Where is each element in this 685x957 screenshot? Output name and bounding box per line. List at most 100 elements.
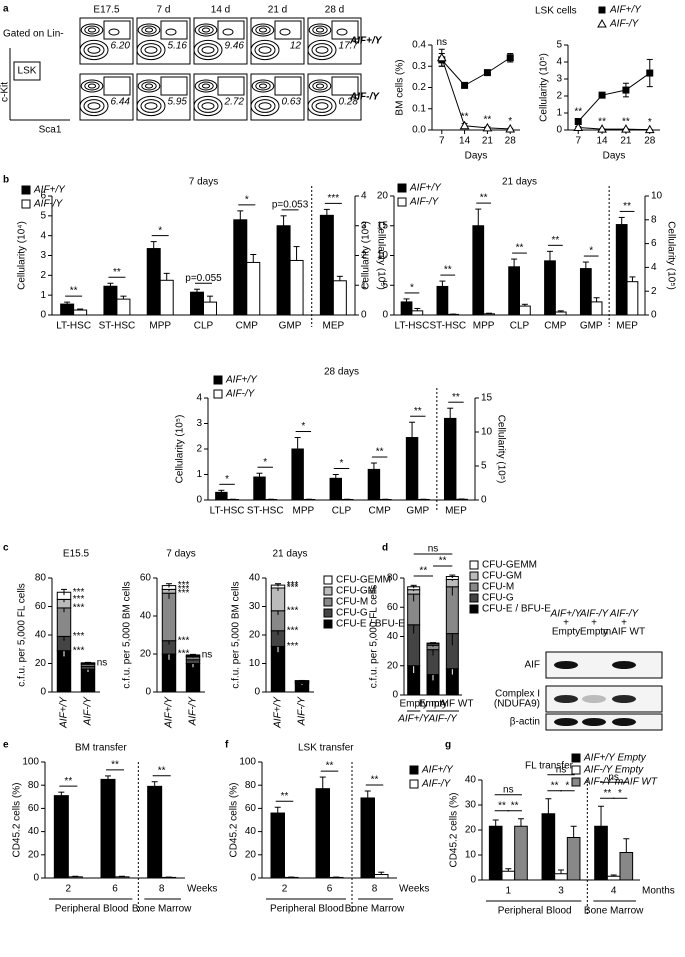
x-tick-label: 21: [482, 136, 494, 147]
contour: [258, 83, 268, 89]
bar: [400, 301, 413, 316]
annotation: ***: [178, 580, 190, 591]
gate-value: 12: [290, 41, 302, 52]
contour: [201, 102, 215, 110]
legend-swatch: [213, 375, 223, 385]
marker: [622, 86, 630, 94]
contour: [194, 23, 218, 37]
x-tick-label: 21: [620, 136, 632, 147]
legend-label: AIF+/Y: [409, 183, 442, 194]
y-axis-label: Cellularity (10⁵): [175, 415, 186, 484]
group-label: Bone Marrow: [584, 906, 644, 917]
annotation: p=0.053: [272, 199, 309, 210]
bar: [319, 214, 334, 316]
y-tick-label: 0: [470, 875, 476, 886]
y-tick-label: 0: [145, 687, 151, 698]
contour: [250, 39, 280, 61]
annotation: ns: [503, 784, 514, 795]
contour: [193, 39, 223, 61]
x-tick-label: 4: [611, 886, 617, 897]
gate: [217, 76, 245, 96]
contour: [254, 99, 276, 113]
annotation: ns: [97, 657, 108, 668]
annotation: **: [439, 556, 447, 567]
contour: [279, 28, 291, 36]
annotation: ***: [178, 588, 190, 599]
marker: [646, 69, 654, 77]
y-tick-label: 40: [140, 611, 152, 622]
x-tick-label: 28: [644, 136, 656, 147]
x-tick-label: CMP: [369, 506, 392, 517]
flow-ylabel: c-Kit: [0, 82, 11, 102]
x-tick-label: AIF-/Y: [188, 696, 199, 727]
x-tick-label: CLP: [332, 506, 352, 517]
annotation: **: [70, 286, 78, 297]
blot-join: +: [563, 618, 569, 629]
legend-swatch: [21, 199, 31, 209]
y-tick-label: 0.2: [412, 82, 426, 93]
annotation: ***: [178, 635, 190, 646]
bar: [291, 448, 304, 501]
gate-value: 6.44: [111, 97, 131, 108]
annotation: **: [623, 201, 631, 212]
gate: [274, 20, 302, 40]
annotation: ns: [436, 37, 447, 48]
contour: [83, 43, 105, 57]
x-unit: Weeks: [187, 884, 217, 895]
bar: [332, 280, 347, 316]
group-label: AIF-/Y: [427, 714, 458, 725]
legend-label: CFU-GM: [482, 571, 522, 582]
flow-xlabel: Sca1: [39, 125, 62, 136]
bar: [367, 468, 381, 501]
contour: [193, 95, 223, 117]
contour: [311, 43, 333, 57]
bar: [246, 261, 261, 316]
y-tick-label: 0: [40, 310, 46, 321]
y2-tick-label: 2: [361, 250, 367, 261]
contour: [312, 81, 328, 91]
blot-genotype: AIF+/Y: [550, 609, 583, 620]
y-tick-label: 60: [245, 803, 257, 814]
blot-band: [612, 695, 636, 703]
annotation: ***: [287, 641, 299, 652]
x-tick-label: 3: [558, 886, 564, 897]
legend-swatch: [409, 779, 419, 789]
legend-swatch: [323, 597, 333, 607]
bar: [146, 248, 161, 316]
annotation: **: [326, 761, 334, 772]
annotation: **: [64, 776, 72, 787]
annotation: **: [414, 406, 422, 417]
x-tick-label: 6: [112, 884, 118, 895]
panel-letter: b: [3, 175, 9, 186]
contour: [258, 27, 268, 33]
contour: [87, 102, 101, 110]
row-label: AIF+/Y: [349, 36, 383, 47]
bar: [519, 305, 531, 316]
contour: [80, 79, 104, 93]
x-tick-label: CMP: [544, 321, 567, 332]
marker: [598, 6, 606, 14]
y-tick-label: 0: [40, 687, 46, 698]
chart-title: 7 days: [189, 177, 218, 188]
bar: [626, 281, 639, 316]
bar: [315, 788, 330, 879]
x-tick-label: AIF-/Y: [83, 696, 94, 727]
bar-segment: [161, 592, 177, 642]
annotation: ns: [608, 772, 619, 783]
blot-vector: mAIF WT: [603, 627, 645, 638]
y-tick-label: 20: [245, 849, 257, 860]
legend-label: AIF+/Y: [609, 5, 642, 16]
contour: [201, 27, 211, 33]
y-tick-label: 20: [28, 849, 40, 860]
contour: [336, 28, 348, 36]
contour: [84, 81, 100, 91]
group-label: Peripheral Blood: [498, 906, 572, 917]
gate: [331, 20, 359, 40]
contour: [222, 28, 234, 36]
blot-band: [554, 695, 578, 703]
contour: [87, 83, 97, 89]
y-tick-label: 20: [35, 658, 47, 669]
bar: [360, 797, 375, 879]
x-tick-label: 28: [505, 136, 517, 147]
annotation: **: [622, 116, 630, 127]
